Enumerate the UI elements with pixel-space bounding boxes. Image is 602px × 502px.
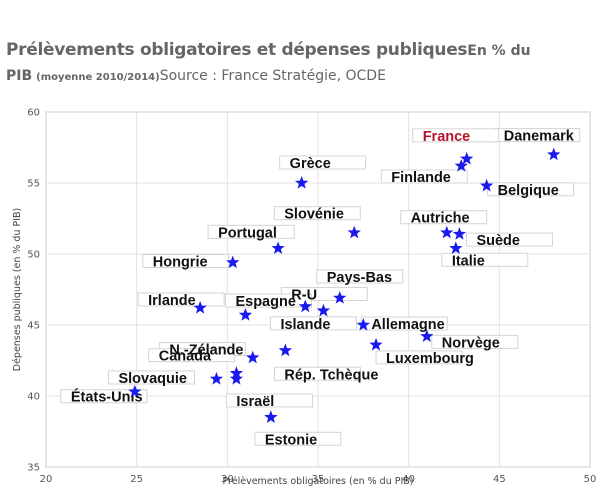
x-tick-label: 25 (130, 474, 143, 485)
data-point-star (278, 343, 293, 357)
data-point-star (246, 350, 260, 364)
chart-title-period: (moyenne 2010/2014) (36, 72, 160, 83)
data-point-star (238, 308, 253, 321)
point-label: Suède (476, 233, 520, 249)
point-label-box (224, 293, 312, 308)
x-tick-label: 40 (402, 474, 415, 485)
y-tick-label: 35 (27, 463, 40, 474)
point-label-box (269, 316, 357, 331)
y-tick-label: 45 (27, 321, 40, 332)
point-label: Hongrie (153, 255, 208, 271)
data-point-star (479, 178, 494, 192)
data-point-star (369, 337, 383, 351)
point-label: Grèce (290, 156, 331, 172)
point-label-box (207, 224, 295, 239)
data-point-star (128, 384, 142, 398)
data-point-star (229, 371, 244, 385)
point-label-box (273, 206, 361, 221)
y-tick-label: 50 (27, 250, 40, 261)
point-label: Danemark (504, 129, 575, 145)
point-label: Pays-Bas (327, 270, 392, 286)
y-tick-label: 60 (27, 108, 40, 119)
point-label: Irlande (148, 293, 196, 309)
point-label-box (316, 269, 404, 284)
data-point-star (547, 147, 561, 161)
chart-title-unit: En % du PIB (6, 43, 531, 84)
point-label: Allemagne (371, 317, 444, 333)
point-label-box (60, 389, 148, 404)
point-label: N.-Zélande (169, 343, 243, 359)
point-label: Autriche (411, 211, 470, 227)
data-point-star (440, 225, 454, 239)
point-label: Slovaquie (118, 371, 187, 387)
point-label: États-Unis (71, 389, 143, 406)
data-point-star (295, 176, 309, 189)
x-axis-title: Prélèvements obligatoires (en % du PIB) (223, 476, 414, 487)
data-point-star (209, 371, 224, 385)
chart-title: Prélèvements obligatoires et dépenses pu… (6, 38, 596, 90)
point-label-box (279, 155, 367, 170)
point-label: Islande (280, 317, 330, 333)
point-label: Belgique (498, 183, 559, 199)
point-label-box (137, 292, 225, 307)
point-label: Espagne (235, 294, 295, 310)
point-label-box (431, 334, 519, 349)
data-point-star (226, 255, 240, 269)
point-label: Luxembourg (386, 351, 474, 367)
point-label-box (225, 393, 313, 408)
point-label-box (441, 252, 529, 267)
point-label: Estonie (265, 432, 317, 448)
data-point-star (347, 225, 361, 239)
data-point-star (420, 329, 434, 343)
point-label-box (254, 431, 342, 446)
point-label: R-U (291, 288, 317, 304)
data-point-star (356, 318, 370, 331)
data-point-star (264, 410, 278, 423)
point-label: Italie (452, 253, 485, 269)
point-label-box (375, 350, 463, 365)
data-point-star (298, 299, 312, 313)
data-point-star (460, 151, 474, 165)
y-tick-label: 40 (27, 392, 40, 403)
x-tick-label: 30 (221, 474, 234, 485)
point-label: Canada (159, 349, 212, 365)
data-point-star (193, 300, 207, 314)
data-point-star (271, 241, 285, 254)
point-label: Portugal (218, 225, 277, 241)
x-tick-label: 50 (584, 474, 597, 485)
point-label-box (273, 366, 361, 381)
x-tick-label: 45 (493, 474, 506, 485)
point-label: Finlande (391, 170, 451, 186)
point-label-box (380, 169, 468, 184)
chart-source: Source : France Stratégie, OCDE (159, 68, 386, 84)
y-axis-title: Dépenses publiques (en % du PIB) (12, 208, 23, 372)
data-point-star (333, 291, 347, 304)
data-point-star (454, 158, 468, 172)
y-tick-label: 55 (27, 179, 40, 190)
data-point-star (316, 303, 331, 317)
point-label-box (107, 370, 195, 385)
point-label: Rép. Tchèque (284, 367, 378, 383)
point-label: Norvège (442, 335, 500, 351)
point-label: France (423, 129, 471, 145)
x-tick-label: 20 (40, 474, 53, 485)
point-label: Israël (236, 394, 274, 410)
point-label-box (465, 232, 553, 247)
data-point-star (449, 241, 463, 254)
point-label-box (412, 128, 500, 143)
chart-title-main: Prélèvements obligatoires et dépenses pu… (6, 40, 468, 60)
point-label-box (400, 210, 488, 225)
x-tick-label: 35 (312, 474, 325, 485)
point-label: Slovénie (284, 207, 344, 223)
data-point-star (452, 227, 467, 240)
point-label-box (148, 348, 236, 363)
